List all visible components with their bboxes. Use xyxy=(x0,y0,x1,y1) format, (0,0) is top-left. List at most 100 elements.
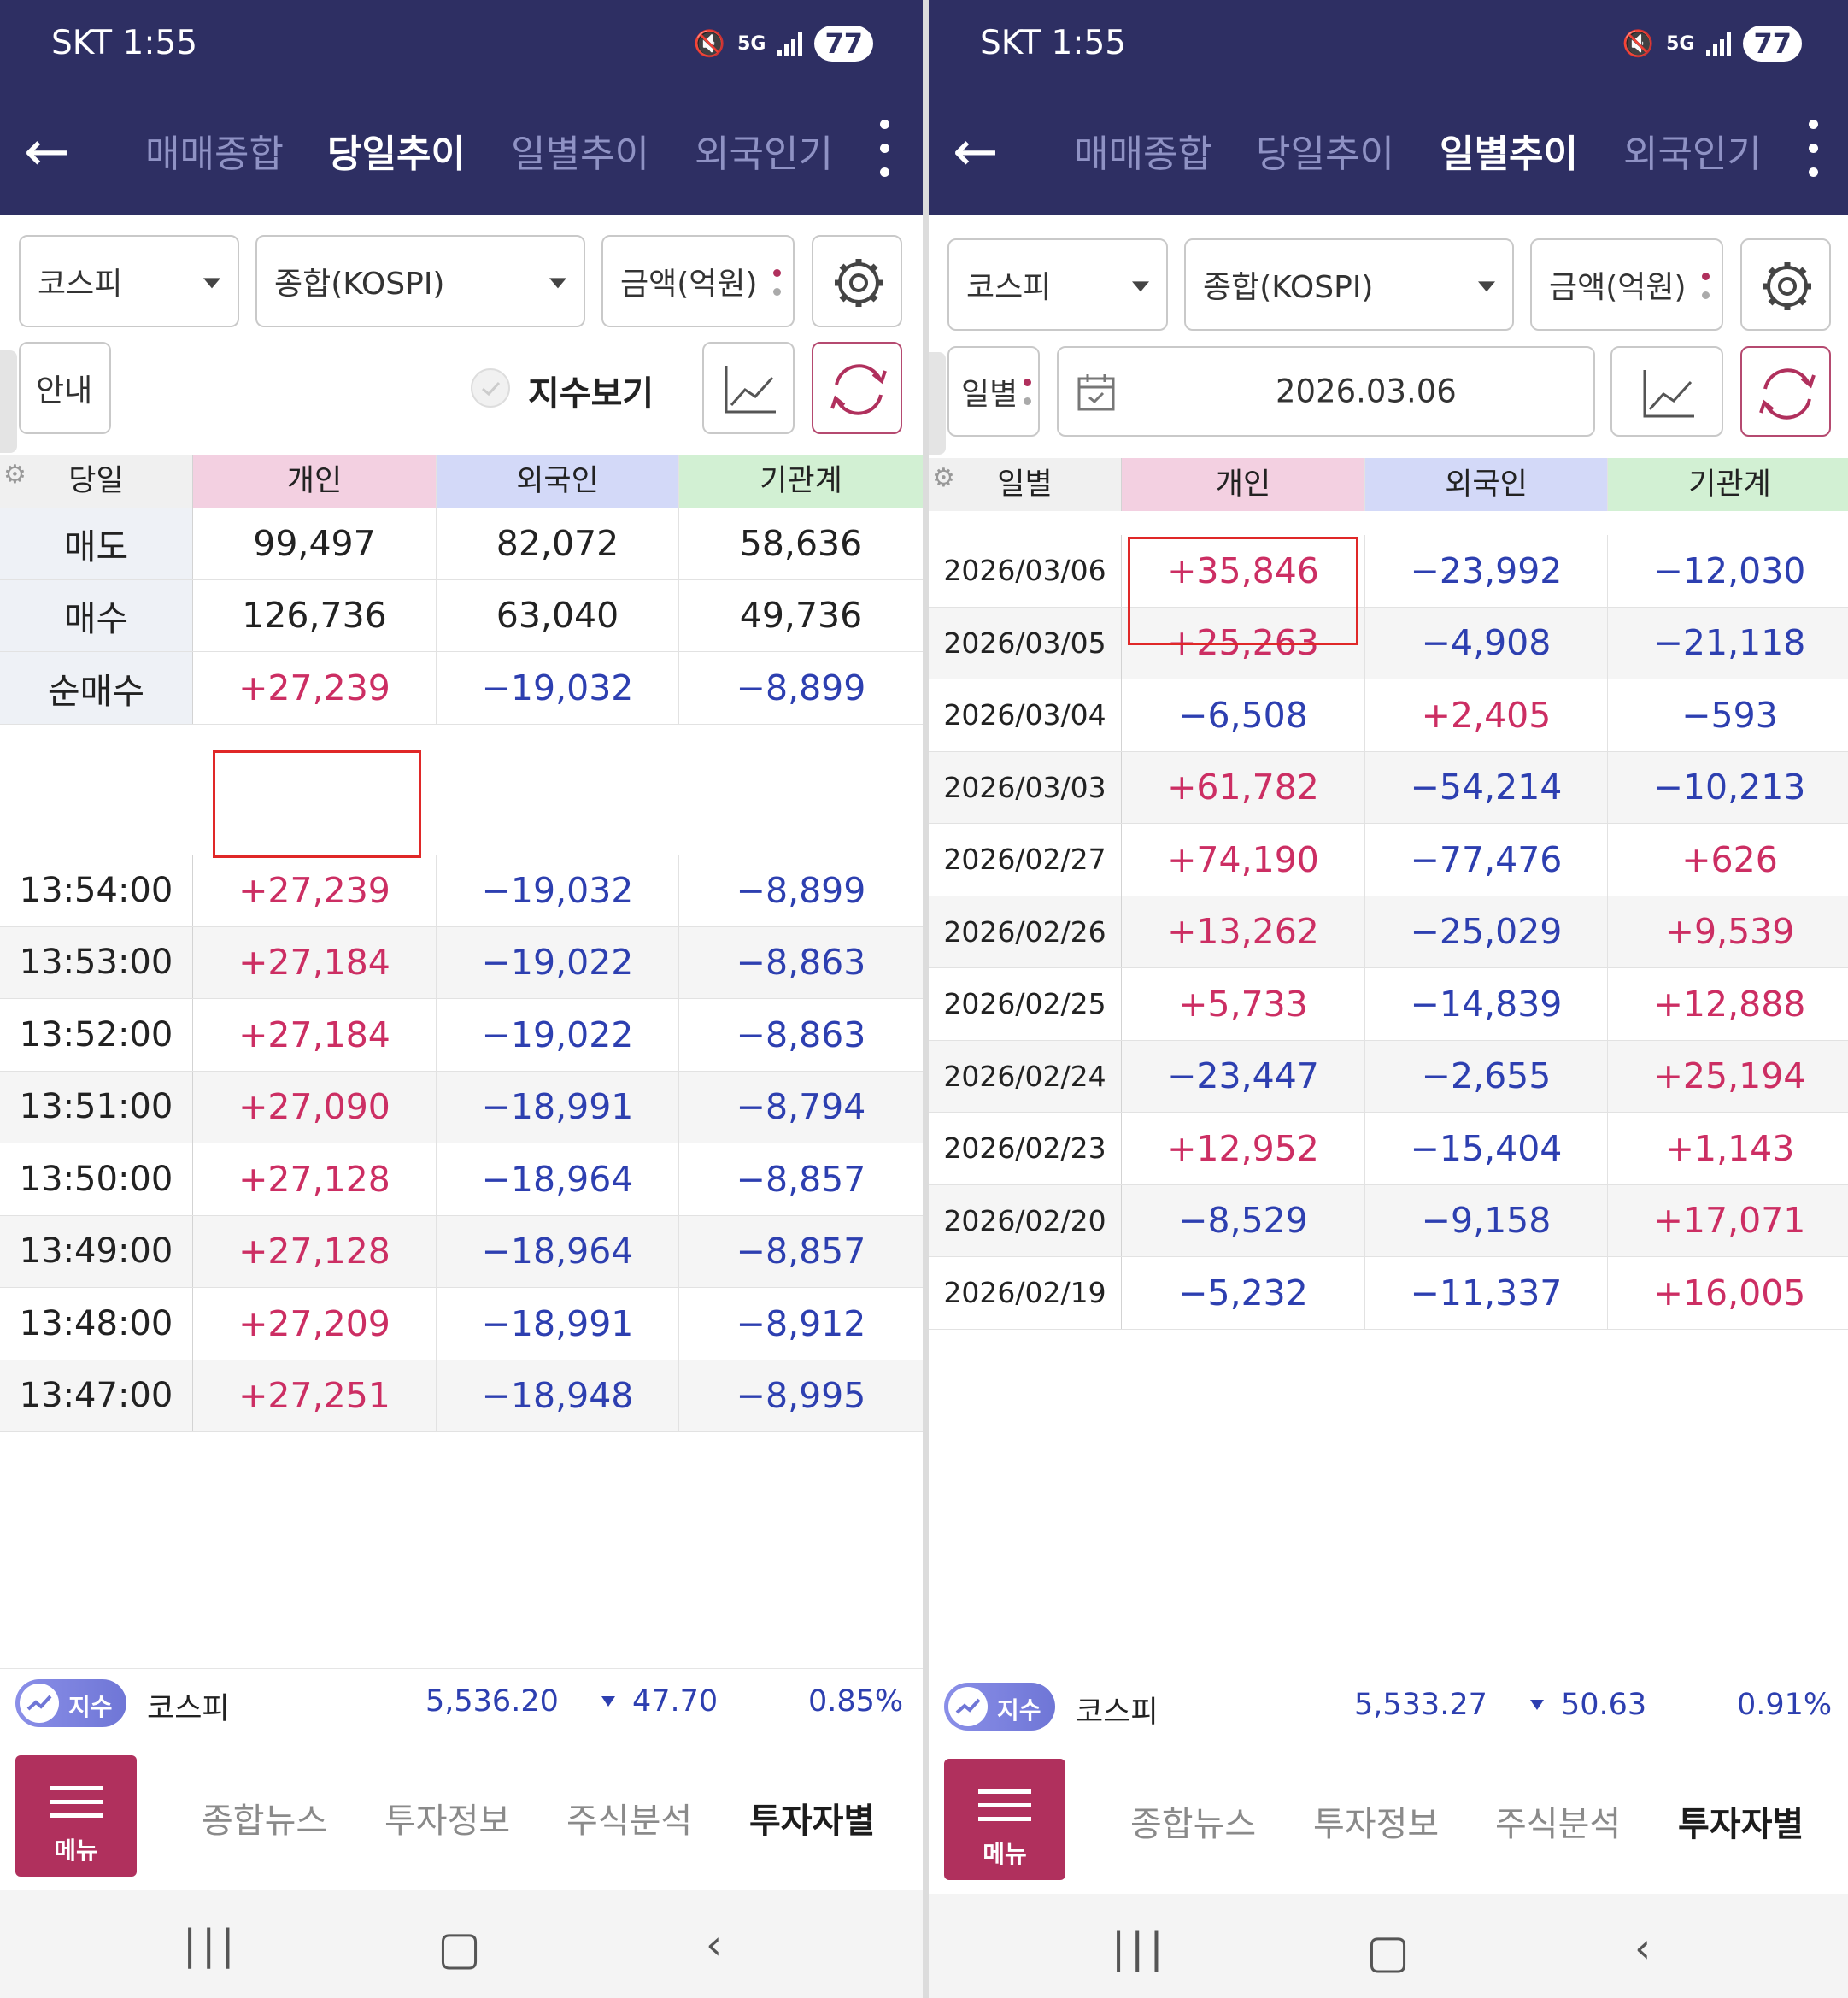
market-select[interactable]: 코스피 xyxy=(19,235,239,327)
nav-news[interactable]: 종합뉴스 xyxy=(1130,1805,1257,1844)
foreign-value: 82,072 xyxy=(437,508,679,579)
tab-foreign[interactable]: 외국인기 xyxy=(1623,132,1762,176)
table-row: 13:47:00 +27,251 −18,948 −8,995 xyxy=(0,1360,923,1432)
institution-value: +1,143 xyxy=(1664,1127,1795,1169)
tab-trade-summary[interactable]: 매매종합 xyxy=(1074,132,1212,176)
home-icon[interactable]: ▢ xyxy=(437,1921,482,1975)
tab-foreign[interactable]: 외국인기 xyxy=(695,132,833,176)
nav-by-investor[interactable]: 투자자별 xyxy=(749,1801,876,1841)
institution-value: −8,857 xyxy=(736,1231,866,1272)
institution-value: −10,213 xyxy=(1653,767,1806,808)
unit-select[interactable]: 금액(억원) xyxy=(601,235,795,327)
period-select[interactable]: 일별 xyxy=(947,346,1040,437)
row-label: 13:51:00 xyxy=(0,1071,193,1143)
battery-icon: 77 xyxy=(814,26,873,62)
foreign-value: −19,032 xyxy=(437,855,679,926)
side-handle[interactable] xyxy=(0,350,17,453)
ticker-value: 5,536.20 xyxy=(425,1684,559,1719)
back-nav-icon[interactable]: ‹ xyxy=(706,1921,723,1969)
row-label: 2026/02/25 xyxy=(929,968,1122,1040)
foreign-value: −19,032 xyxy=(437,652,679,724)
tab-intraday[interactable]: 당일추이 xyxy=(327,132,466,176)
index-ticker[interactable]: 지수 코스피 5,536.20 47.70 0.85% xyxy=(0,1668,923,1736)
side-handle[interactable] xyxy=(929,352,946,455)
foreign-value: −4,908 xyxy=(1365,607,1608,679)
row-label: 2026/03/05 xyxy=(929,607,1122,679)
calendar-icon xyxy=(1077,374,1115,411)
recent-apps-icon[interactable]: ||| xyxy=(183,1921,240,1969)
info-button-label: 안내 xyxy=(36,373,93,408)
individual-value: 126,736 xyxy=(193,579,437,651)
back-nav-icon[interactable]: ‹ xyxy=(1634,1925,1651,1972)
header-date: 일별 xyxy=(929,458,1122,511)
row-label: 2026/02/24 xyxy=(929,1040,1122,1112)
back-arrow-icon[interactable]: ← xyxy=(953,120,999,184)
tab-daily[interactable]: 일별추이 xyxy=(1440,132,1578,176)
menu-button[interactable]: 메뉴 xyxy=(944,1759,1065,1880)
network-icon: 5G xyxy=(737,32,766,55)
index-select[interactable]: 종합(KOSPI) xyxy=(1184,238,1514,331)
table-row: 13:49:00 +27,128 −18,964 −8,857 xyxy=(0,1215,923,1288)
institution-value: −8,899 xyxy=(736,667,866,708)
period-select-value: 일별 xyxy=(961,377,1018,412)
individual-value: +27,128 xyxy=(193,1215,437,1287)
date-picker[interactable]: 2026.03.06 xyxy=(1057,346,1595,437)
index-ticker[interactable]: 지수 코스피 5,533.27 50.63 0.91% xyxy=(929,1672,1848,1740)
individual-value: +27,251 xyxy=(193,1360,437,1431)
more-icon[interactable] xyxy=(871,120,897,188)
header-individual: 개인 xyxy=(193,455,437,508)
nav-stock-analysis[interactable]: 주식분석 xyxy=(566,1801,693,1841)
foreign-value: −23,992 xyxy=(1365,535,1608,607)
ticker-change: 47.70 xyxy=(632,1684,719,1719)
table-settings-icon[interactable]: ⚙ xyxy=(3,460,26,490)
mute-icon: 🔇 xyxy=(693,28,726,59)
back-arrow-icon[interactable]: ← xyxy=(24,120,70,184)
table-row: 2026/02/24 −23,447 −2,655 +25,194 xyxy=(929,1040,1848,1113)
table-settings-icon[interactable]: ⚙ xyxy=(932,463,955,493)
tab-trade-summary[interactable]: 매매종합 xyxy=(145,132,284,176)
refresh-icon[interactable] xyxy=(1740,346,1831,437)
nav-stock-analysis[interactable]: 주식분석 xyxy=(1495,1805,1622,1844)
nav-invest-info[interactable]: 투자정보 xyxy=(1313,1805,1440,1844)
tab-intraday[interactable]: 당일추이 xyxy=(1256,132,1394,176)
unit-select-value: 금액(억원) xyxy=(620,267,758,302)
refresh-icon[interactable] xyxy=(812,342,902,434)
individual-value: +74,190 xyxy=(1122,824,1365,896)
nav-news[interactable]: 종합뉴스 xyxy=(202,1801,328,1841)
table-row: 2026/02/19 −5,232 −11,337 +16,005 xyxy=(929,1257,1848,1330)
nav-by-investor[interactable]: 투자자별 xyxy=(1678,1805,1804,1844)
index-view-checkbox[interactable] xyxy=(471,368,510,408)
market-select[interactable]: 코스피 xyxy=(947,238,1168,331)
ticker-name: 코스피 xyxy=(1076,1695,1159,1730)
trend-icon xyxy=(20,1684,59,1723)
row-label: 13:54:00 xyxy=(0,855,193,926)
menu-button[interactable]: 메뉴 xyxy=(15,1755,137,1877)
foreign-value: +2,405 xyxy=(1365,679,1608,751)
index-select[interactable]: 종합(KOSPI) xyxy=(255,235,585,327)
foreign-value: −15,404 xyxy=(1365,1113,1608,1184)
individual-value: 99,497 xyxy=(193,508,437,579)
settings-gear-icon[interactable] xyxy=(812,235,902,327)
table-row: 2026/02/27 +74,190 −77,476 +626 xyxy=(929,824,1848,896)
settings-gear-icon[interactable] xyxy=(1740,238,1831,331)
more-icon[interactable] xyxy=(1800,120,1826,188)
row-label: 매도 xyxy=(0,508,193,579)
tab-daily[interactable]: 일별추이 xyxy=(511,132,649,176)
foreign-value: −25,029 xyxy=(1365,896,1608,967)
foreign-value: −18,964 xyxy=(437,1143,679,1215)
info-button[interactable]: 안내 xyxy=(19,342,111,434)
market-select-value: 코스피 xyxy=(38,267,123,302)
system-nav: ||| ▢ ‹ xyxy=(0,1890,923,1998)
table-row: 2026/03/06 +35,846 −23,992 −12,030 xyxy=(929,535,1848,608)
home-icon[interactable]: ▢ xyxy=(1366,1925,1411,1978)
nav-invest-info[interactable]: 투자정보 xyxy=(384,1801,511,1841)
individual-value: +27,239 xyxy=(193,855,437,926)
unit-select[interactable]: 금액(억원) xyxy=(1530,238,1723,331)
chart-icon[interactable] xyxy=(1610,346,1723,437)
chart-icon[interactable] xyxy=(702,342,795,434)
institution-value: −593 xyxy=(1681,694,1778,736)
row-label: 2026/03/03 xyxy=(929,751,1122,823)
highlight-box xyxy=(213,750,421,858)
recent-apps-icon[interactable]: ||| xyxy=(1112,1925,1169,1972)
foreign-value: −18,991 xyxy=(437,1288,679,1360)
